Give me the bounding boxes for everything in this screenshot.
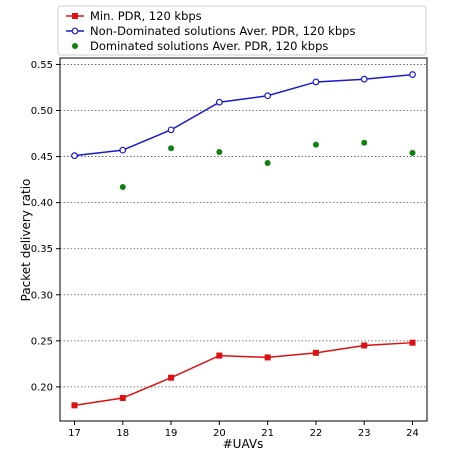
series-2 <box>119 139 416 190</box>
grid <box>60 64 427 388</box>
data-point <box>71 152 78 160</box>
y-tick-label: 0.20 <box>31 382 53 393</box>
data-point <box>409 149 416 156</box>
x-tick-label: 23 <box>358 428 371 439</box>
data-point <box>119 183 126 190</box>
y-tick-label: 0.25 <box>31 336 53 347</box>
y-axis-label: Packet delivery ratio <box>19 179 33 302</box>
series-line <box>74 341 413 407</box>
data-point <box>216 352 223 359</box>
data-point <box>168 145 175 152</box>
data-point <box>312 349 319 356</box>
data-point <box>216 148 223 155</box>
data-point <box>119 146 127 154</box>
data-point <box>71 402 78 409</box>
plot-frame <box>59 57 428 422</box>
data-point <box>264 354 271 361</box>
legend-label-dominated: Dominated solutions Aver. PDR, 120 kbps <box>90 39 328 53</box>
x-tick-label: 17 <box>68 428 81 439</box>
legend-label-non-dominated: Non-Dominated solutions Aver. PDR, 120 k… <box>90 24 355 38</box>
data-point <box>168 374 175 381</box>
x-tick-label: 20 <box>213 428 226 439</box>
series-layer <box>71 71 416 409</box>
y-tick-label: 0.55 <box>31 60 53 71</box>
y-tick-label: 0.45 <box>31 152 53 163</box>
x-axis: 17 18 19 20 21 22 23 24 <box>68 421 419 439</box>
x-tick-label: 18 <box>116 428 129 439</box>
data-point <box>264 92 272 100</box>
x-tick-label: 21 <box>261 428 274 439</box>
legend-marker-non-dominated <box>71 27 79 35</box>
data-point <box>215 98 223 106</box>
x-axis-label: #UAVs <box>223 437 264 451</box>
y-tick-label: 0.40 <box>31 198 53 209</box>
y-tick-label: 0.30 <box>31 290 53 301</box>
data-point <box>119 394 126 401</box>
legend-box <box>57 5 427 56</box>
legend-label-min-pdr: Min. PDR, 120 kbps <box>90 9 202 23</box>
data-point <box>167 126 175 134</box>
data-point <box>312 141 319 148</box>
data-point <box>264 160 271 167</box>
series-line <box>74 73 413 157</box>
legend: Min. PDR, 120 kbps Non-Dominated solutio… <box>57 5 427 56</box>
y-tick-label: 0.50 <box>31 106 53 117</box>
legend-marker-dominated <box>72 43 78 49</box>
y-tick-label: 0.35 <box>31 244 53 255</box>
series-1 <box>71 71 416 160</box>
x-tick-label: 19 <box>165 428 178 439</box>
plot-background <box>60 58 427 421</box>
y-axis: 0.20 0.25 0.30 0.35 0.40 0.45 0.50 0.55 <box>31 60 60 393</box>
data-point <box>409 339 416 346</box>
x-tick-label: 24 <box>406 428 419 439</box>
data-point <box>361 342 368 349</box>
data-point <box>361 139 368 146</box>
legend-marker-min-pdr <box>72 13 78 19</box>
data-point <box>312 78 320 86</box>
series-0 <box>71 339 416 409</box>
data-point <box>409 71 416 78</box>
data-point <box>360 75 368 83</box>
x-tick-label: 22 <box>310 428 323 439</box>
